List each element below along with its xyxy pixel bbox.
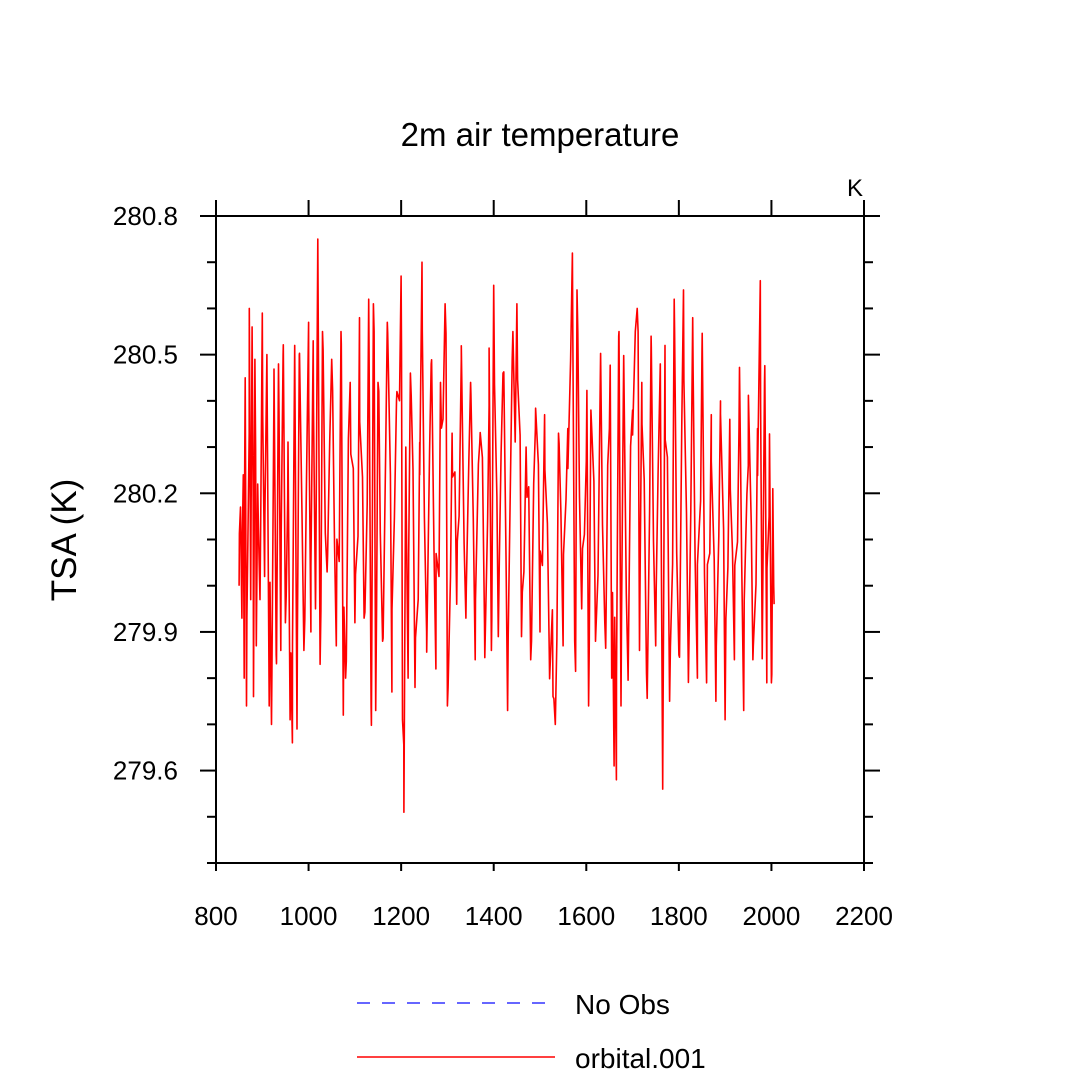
x-tick-label-1200: 1200	[372, 901, 430, 931]
y-axis-label: TSA (K)	[45, 479, 84, 602]
x-tick-label-1400: 1400	[465, 901, 523, 931]
y-tick-label-280.5: 280.5	[113, 340, 178, 370]
y-tick-label-280.8: 280.8	[113, 201, 178, 231]
x-tick-label-1800: 1800	[650, 901, 708, 931]
x-tick-label-800: 800	[194, 901, 237, 931]
series-line-orbital-001	[238, 238, 775, 813]
series-layer	[238, 238, 775, 813]
legend-orbital-label: orbital.001	[575, 1043, 706, 1074]
tick-labels-layer: 800 1000 1200 1400 1600 1800 2000 2200 279.6 279.…	[113, 201, 893, 931]
units-label: K	[847, 175, 863, 202]
x-tick-label-1000: 1000	[280, 901, 338, 931]
y-tick-label-279.6: 279.6	[113, 756, 178, 786]
y-tick-label-280.2: 280.2	[113, 478, 178, 508]
legend: No Obs orbital.001	[357, 989, 706, 1074]
chart-title: 2m air temperature	[401, 116, 680, 153]
legend-no-obs-label: No Obs	[575, 989, 670, 1020]
y-tick-label-279.9: 279.9	[113, 617, 178, 647]
ticks-layer	[200, 200, 880, 871]
x-tick-label-2000: 2000	[743, 901, 801, 931]
x-tick-label-2200: 2200	[835, 901, 893, 931]
x-tick-label-1600: 1600	[557, 901, 615, 931]
